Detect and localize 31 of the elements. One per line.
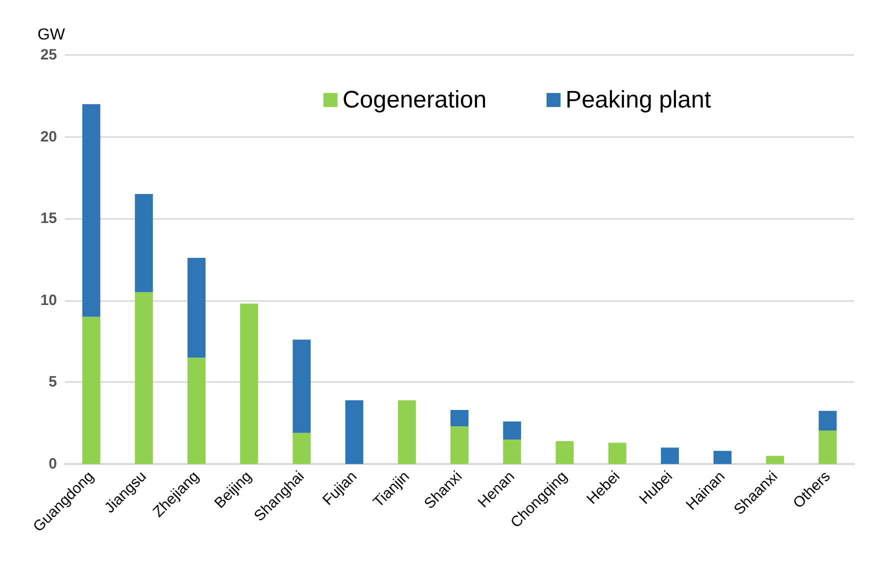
legend-label: Cogeneration [342,86,487,114]
bar [818,410,837,430]
bar [450,426,468,464]
bar [608,442,626,464]
bar [134,292,153,464]
bar [556,441,574,464]
bar [188,358,206,464]
bar [503,439,522,464]
bar [450,410,468,426]
bar [82,104,100,317]
bar [292,340,311,433]
bar [766,456,784,464]
bar [398,400,416,464]
bar [240,304,258,464]
legend-label: Peaking plant [566,86,712,114]
y-tick-label: 10 [40,292,57,309]
y-tick-label: 0 [48,456,57,472]
bar [292,432,311,464]
y-tick-label: 5 [48,374,57,391]
bar [818,430,837,464]
bar [660,448,679,464]
y-tick-label: 15 [40,210,57,228]
bar [503,421,522,440]
y-axis-title: GW [37,26,66,44]
y-tick-label: 20 [40,128,57,146]
y-tick-label: 25 [40,46,57,64]
bar [188,258,206,358]
bar [82,316,100,464]
bar [714,450,732,464]
bar [134,194,153,292]
bar [345,400,364,464]
